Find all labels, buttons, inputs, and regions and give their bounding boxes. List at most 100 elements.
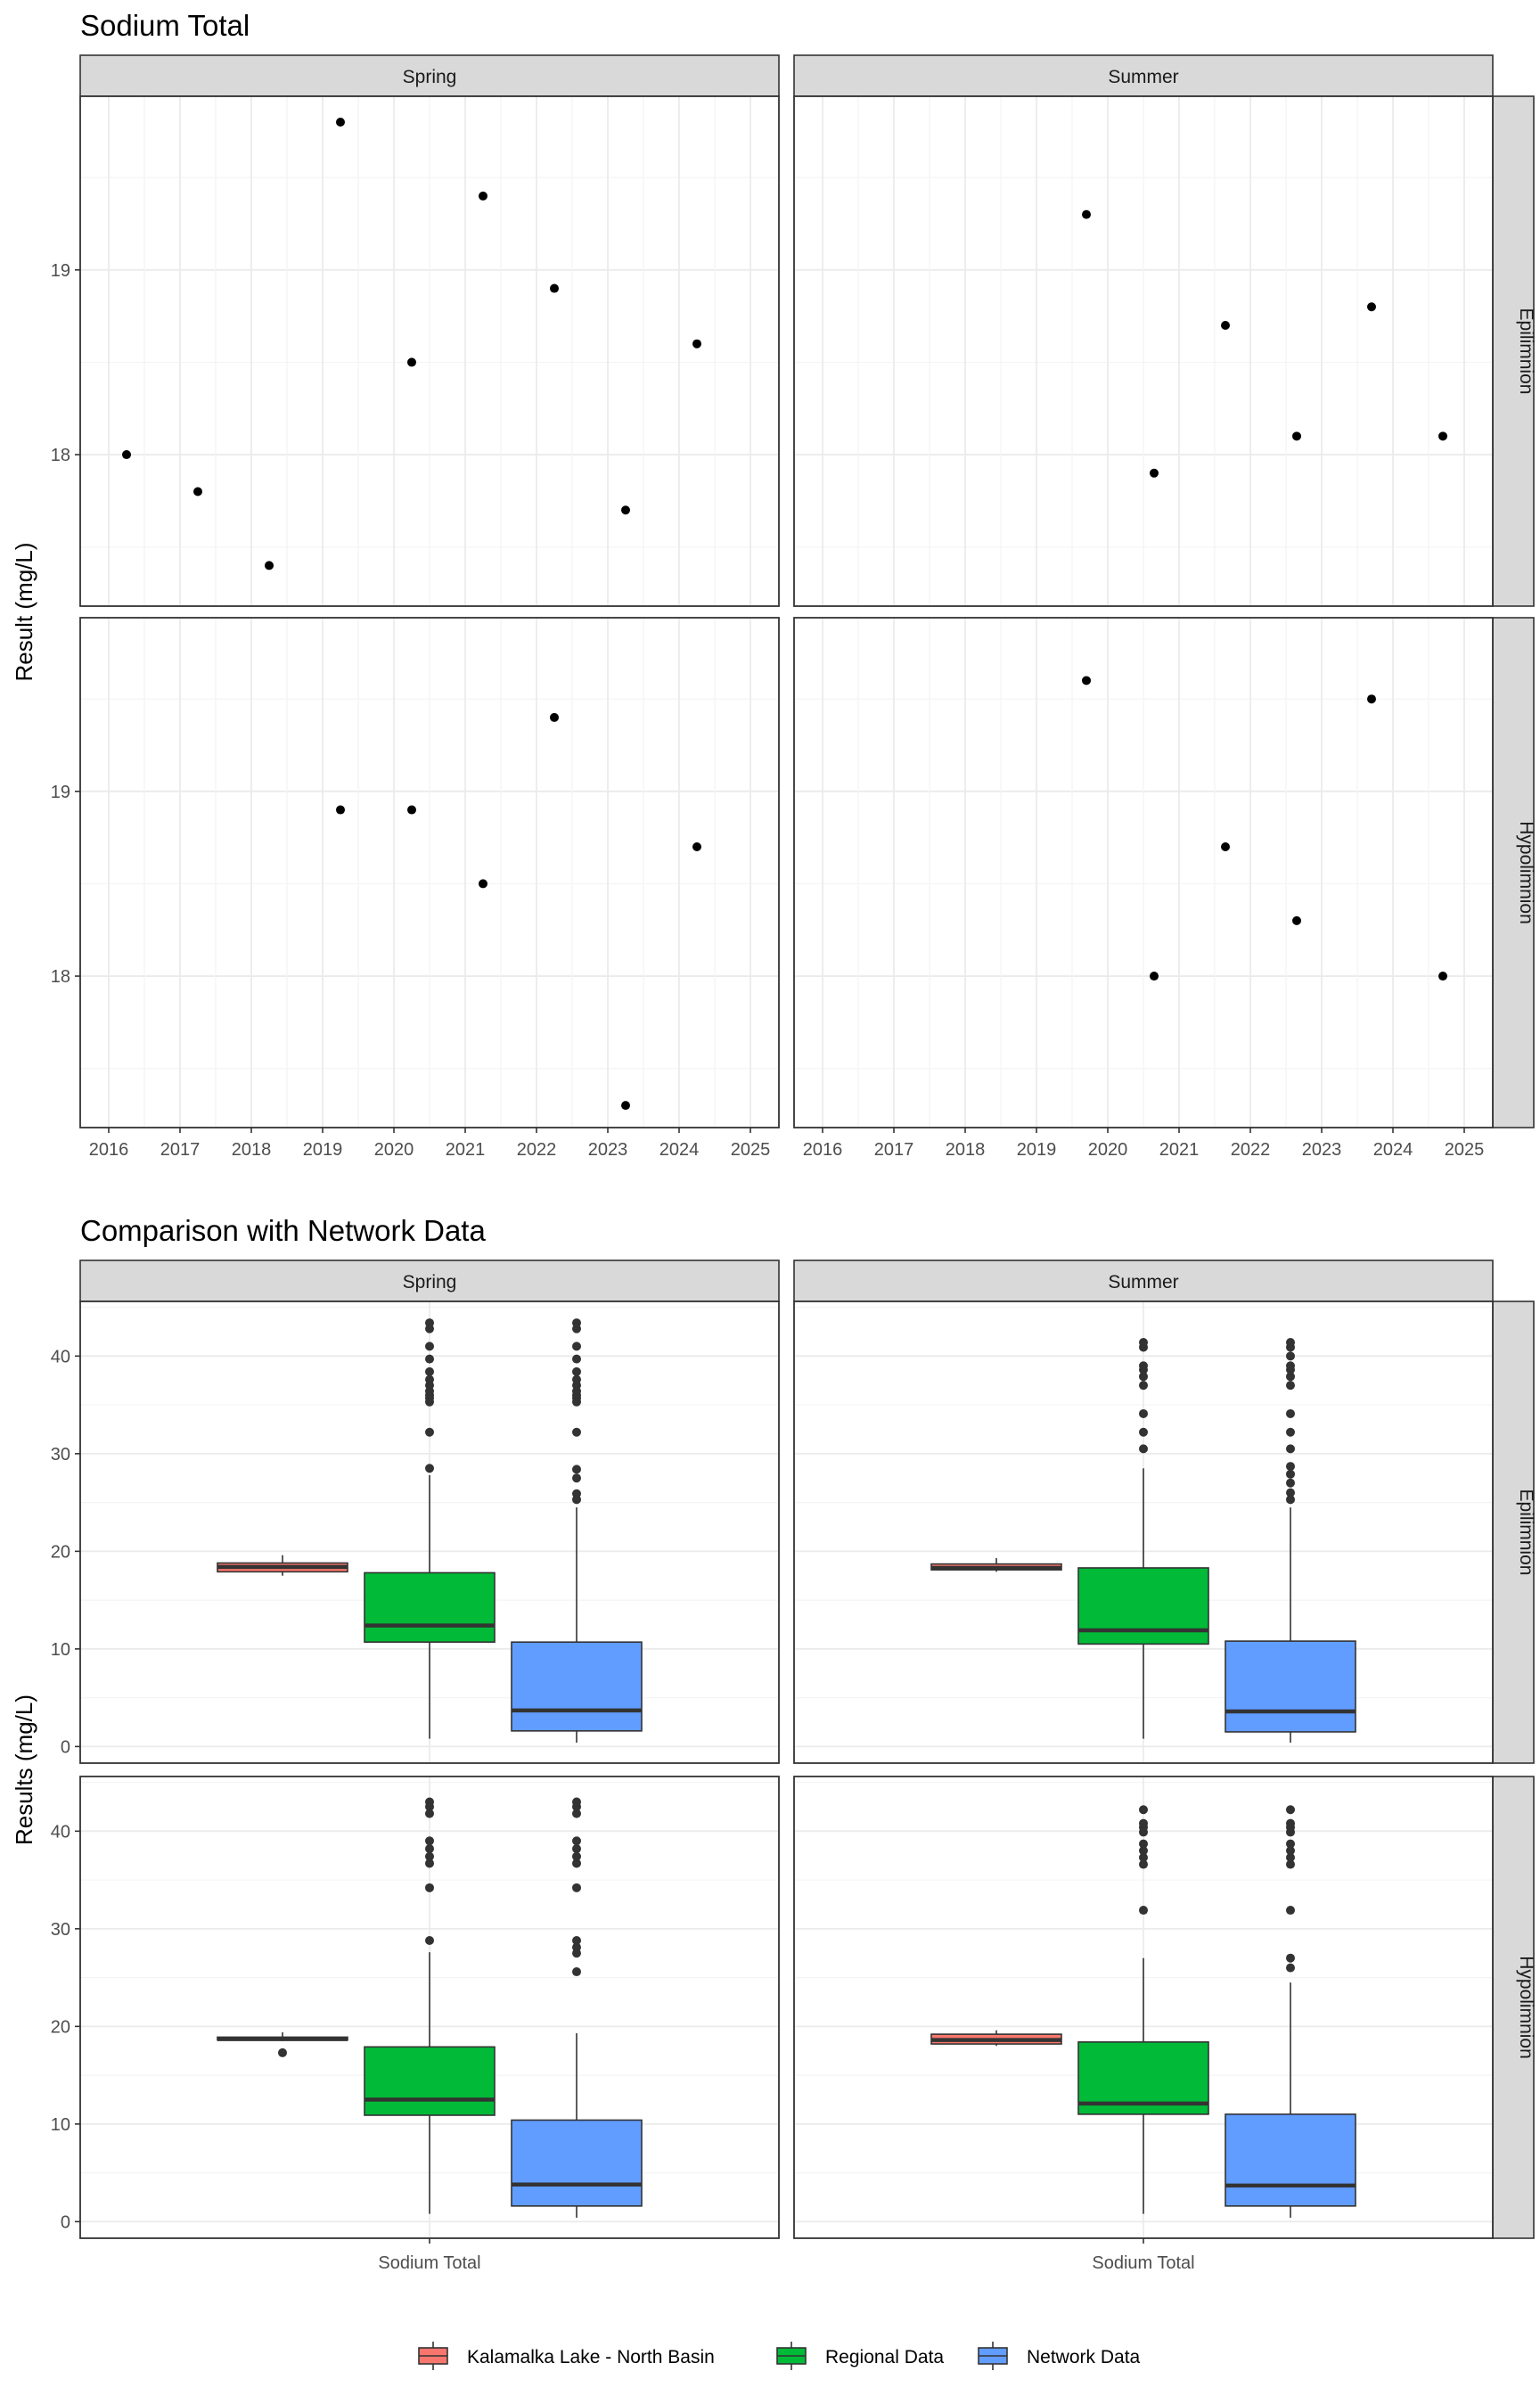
panel-border [793, 95, 1494, 607]
box-body [1225, 1640, 1356, 1733]
outlier-point [1286, 1852, 1295, 1862]
box-panel-summer-epilimnion [793, 1301, 1494, 1764]
data-point [1150, 972, 1159, 981]
outlier-point [572, 1374, 581, 1384]
data-point [1292, 915, 1301, 925]
outlier-point [572, 1318, 581, 1328]
box-regional-data [1077, 1805, 1209, 2214]
outlier-point [1139, 1805, 1148, 1815]
outlier-point [1286, 1427, 1295, 1437]
outlier-point [425, 1342, 434, 1351]
x-tick-label: 2025 [1445, 1140, 1485, 1160]
outlier-point [572, 1851, 581, 1861]
scatter-y-axis-label: Result (mg/L) [11, 542, 37, 681]
outlier-point [425, 1366, 434, 1376]
outlier-point [1139, 1839, 1148, 1849]
box-strip-label-summer: Summer [1108, 1272, 1178, 1292]
y-tick-label: 40 [51, 1347, 70, 1366]
y-tick-label: 20 [51, 1542, 70, 1562]
x-tick-label: 2018 [946, 1140, 986, 1160]
y-tick-label: 20 [51, 2017, 70, 2037]
box-regional-data [364, 1797, 496, 2214]
x-tick-label: 2023 [1302, 1140, 1342, 1160]
outlier-point [572, 1489, 581, 1498]
outlier-point [572, 1942, 581, 1952]
outlier-point [425, 1354, 434, 1364]
data-point [621, 505, 630, 515]
outlier-point [425, 1935, 434, 1945]
outlier-point [1286, 1818, 1295, 1828]
data-point [550, 712, 559, 722]
y-tick-label: 0 [61, 1737, 70, 1757]
panel-border [79, 1301, 780, 1764]
data-point [692, 841, 701, 851]
scatter-strip-label-hypolimnion: Hypolimnion [1516, 821, 1536, 924]
x-tick-label: 2024 [659, 1140, 700, 1160]
outlier-point [1139, 1859, 1148, 1869]
x-tick-label: 2020 [1088, 1140, 1128, 1160]
outlier-point [1139, 1444, 1148, 1454]
outlier-point [1286, 1805, 1295, 1815]
box-kalamalka-lake-north-basin [217, 1555, 348, 1576]
panel-border [79, 95, 780, 607]
outlier-point [1286, 1408, 1295, 1418]
x-tick-label: 2022 [1231, 1140, 1271, 1160]
y-tick-label: 19 [51, 783, 70, 802]
x-tick-label: 2023 [588, 1140, 628, 1160]
x-tick-label: 2020 [374, 1140, 414, 1160]
data-point [336, 118, 345, 127]
scatter-strip-label-spring: Spring [403, 67, 457, 87]
x-tick-label: 2022 [517, 1140, 557, 1160]
x-tick-label: 2016 [803, 1140, 843, 1160]
outlier-point [572, 1342, 581, 1351]
box-strip-label-epilimnion: Epilimnion [1516, 1489, 1536, 1576]
outlier-point [425, 1859, 434, 1868]
data-point [1367, 694, 1376, 704]
box-body [364, 2046, 496, 2116]
box-y-axis-label: Results (mg/L) [11, 1694, 37, 1845]
outlier-point [1139, 1408, 1148, 1418]
legend-key [775, 2342, 807, 2370]
outlier-point [1286, 1337, 1295, 1347]
outlier-point [572, 1935, 581, 1945]
outlier-point [1286, 1469, 1295, 1479]
outlier-point [1286, 1839, 1295, 1849]
outlier-point [425, 1844, 434, 1854]
box-network-data [1225, 1337, 1356, 1744]
outlier-point [1286, 1351, 1295, 1361]
scatter-panel-spring-epilimnion [79, 95, 780, 607]
outlier-point [1286, 1478, 1295, 1488]
data-point [550, 283, 559, 293]
outlier-point [572, 1797, 581, 1807]
box-strip-epilimnion [1492, 1301, 1535, 1764]
box-kalamalka-lake-north-basin [217, 2031, 348, 2057]
outlier-point [572, 1836, 581, 1846]
box-strip-label-spring: Spring [403, 1272, 457, 1292]
outlier-point [278, 2047, 287, 2057]
x-tick-label: Sodium Total [1092, 2253, 1194, 2273]
legend-key [977, 2342, 1009, 2370]
y-tick-label: 18 [51, 446, 70, 465]
outlier-point [425, 1836, 434, 1846]
y-tick-label: 18 [51, 967, 70, 987]
x-tick-label: 2019 [1017, 1140, 1057, 1160]
scatter-strip-hypolimnion [1492, 617, 1535, 1128]
outlier-point [572, 1967, 581, 1977]
outlier-point [1139, 1361, 1148, 1371]
legend: Kalamalka Lake - North Basin Regional Dat… [417, 2342, 1141, 2370]
y-tick-label: 30 [51, 1920, 70, 1940]
legend-label: Network Data [1027, 2347, 1141, 2367]
y-tick-label: 30 [51, 1445, 70, 1465]
box-title: Comparison with Network Data [80, 1214, 486, 1247]
outlier-point [1286, 1906, 1295, 1916]
y-tick-label: 10 [51, 2115, 70, 2135]
scatter-strip-epilimnion [1492, 95, 1535, 607]
box-strip-spring [79, 1260, 780, 1302]
box-regional-data [1077, 1337, 1209, 1739]
outlier-point [425, 1374, 434, 1384]
y-tick-label: 0 [61, 2212, 70, 2232]
scatter-panel-summer-hypolimnion [793, 617, 1494, 1128]
panel-border [79, 617, 780, 1128]
data-point [1221, 841, 1230, 851]
x-tick-label: 2024 [1373, 1140, 1413, 1160]
